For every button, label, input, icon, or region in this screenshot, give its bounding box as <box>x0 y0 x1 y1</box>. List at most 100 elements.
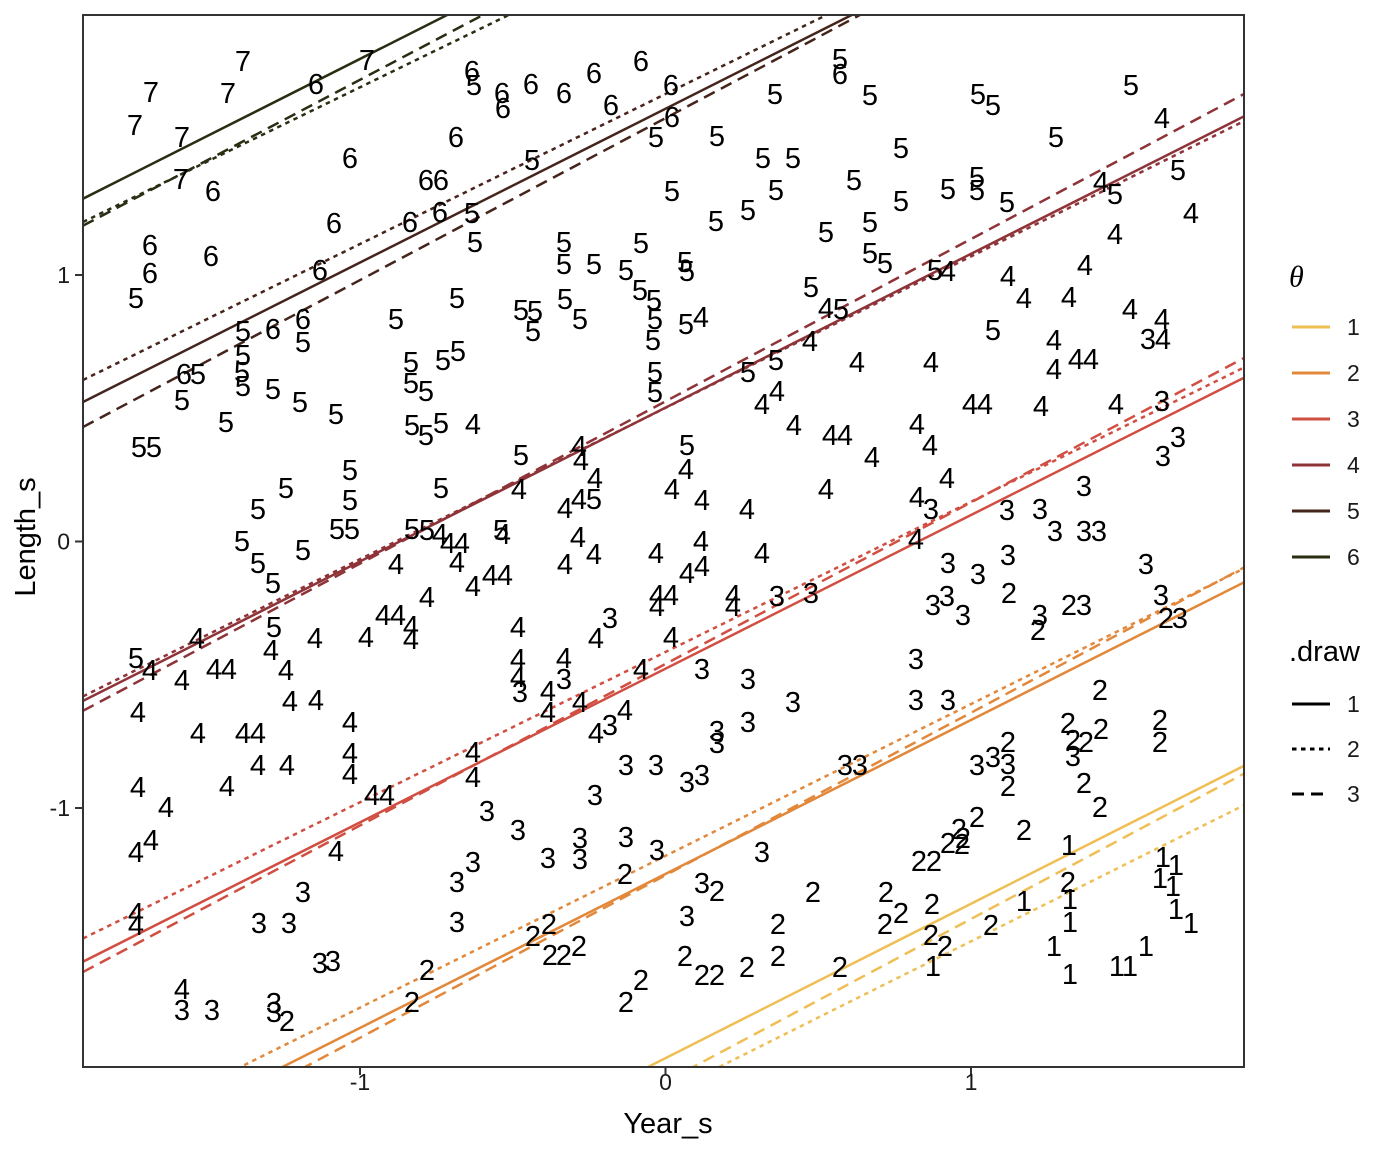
svg-text:2: 2 <box>633 965 649 997</box>
svg-text:1: 1 <box>1183 908 1199 940</box>
svg-text:.draw: .draw <box>1289 636 1361 668</box>
svg-text:5: 5 <box>235 371 251 403</box>
svg-text:5: 5 <box>969 162 985 194</box>
svg-text:4: 4 <box>158 792 174 824</box>
svg-text:4: 4 <box>818 293 834 325</box>
svg-text:5: 5 <box>893 133 909 165</box>
svg-text:5: 5 <box>708 206 724 238</box>
svg-text:4: 4 <box>342 738 358 770</box>
svg-text:5: 5 <box>418 376 434 408</box>
svg-text:3: 3 <box>694 760 710 792</box>
svg-text:5: 5 <box>877 248 893 280</box>
svg-text:3: 3 <box>679 901 695 933</box>
svg-text:5: 5 <box>344 514 360 546</box>
svg-text:4: 4 <box>235 718 251 750</box>
svg-text:2: 2 <box>419 955 435 987</box>
svg-text:4: 4 <box>454 528 470 560</box>
svg-text:4: 4 <box>282 686 298 718</box>
svg-text:4: 4 <box>725 580 741 612</box>
svg-text:4: 4 <box>190 718 206 750</box>
svg-text:4: 4 <box>1155 324 1171 356</box>
svg-text:2: 2 <box>878 877 894 909</box>
svg-text:3: 3 <box>970 559 986 591</box>
svg-text:2: 2 <box>1347 360 1360 386</box>
svg-text:5: 5 <box>985 315 1001 347</box>
svg-text:6: 6 <box>464 56 480 88</box>
svg-text:5: 5 <box>404 410 420 442</box>
svg-text:2: 2 <box>1060 708 1076 740</box>
svg-text:4: 4 <box>390 600 406 632</box>
svg-text:5: 5 <box>832 44 848 76</box>
svg-text:4: 4 <box>1108 389 1124 421</box>
svg-text:3: 3 <box>925 590 941 622</box>
svg-text:2: 2 <box>877 909 893 941</box>
svg-text:4: 4 <box>388 549 404 581</box>
svg-text:4: 4 <box>678 454 694 486</box>
svg-text:4: 4 <box>571 484 587 516</box>
svg-text:4: 4 <box>633 654 649 686</box>
svg-text:5: 5 <box>174 385 190 417</box>
svg-text:5: 5 <box>647 377 663 409</box>
svg-text:2: 2 <box>955 823 971 855</box>
svg-text:3: 3 <box>740 664 756 696</box>
svg-text:4: 4 <box>419 582 435 614</box>
svg-text:2: 2 <box>1000 727 1016 759</box>
svg-text:5: 5 <box>1107 179 1123 211</box>
svg-text:3: 3 <box>709 728 725 760</box>
svg-text:3: 3 <box>955 600 971 632</box>
svg-text:6: 6 <box>633 46 649 78</box>
svg-text:4: 4 <box>1061 282 1077 314</box>
svg-text:4: 4 <box>364 780 380 812</box>
svg-text:4: 4 <box>557 549 573 581</box>
svg-text:3: 3 <box>999 495 1015 527</box>
svg-text:4: 4 <box>663 622 679 654</box>
svg-text:3: 3 <box>512 677 528 709</box>
svg-text:5: 5 <box>970 79 986 111</box>
svg-text:3: 3 <box>572 844 588 876</box>
svg-text:4: 4 <box>572 687 588 719</box>
svg-text:0: 0 <box>659 1069 672 1095</box>
svg-text:4: 4 <box>664 474 680 506</box>
svg-text:2: 2 <box>893 898 909 930</box>
svg-text:7: 7 <box>127 110 143 142</box>
svg-text:2: 2 <box>1078 727 1094 759</box>
svg-text:6: 6 <box>203 241 219 273</box>
svg-text:6: 6 <box>326 208 342 240</box>
svg-text:3: 3 <box>602 710 618 742</box>
svg-text:3: 3 <box>1138 549 1154 581</box>
svg-text:4: 4 <box>923 347 939 379</box>
svg-text:1: 1 <box>1168 850 1184 882</box>
svg-text:2: 2 <box>1060 867 1076 899</box>
svg-text:3: 3 <box>785 687 801 719</box>
svg-text:4: 4 <box>908 524 924 556</box>
svg-text:5: 5 <box>418 420 434 452</box>
svg-text:4: 4 <box>1093 167 1109 199</box>
svg-text:1: 1 <box>1168 894 1184 926</box>
svg-text:5: 5 <box>833 294 849 326</box>
svg-text:4: 4 <box>540 676 556 708</box>
svg-text:4: 4 <box>219 771 235 803</box>
svg-text:4: 4 <box>1122 294 1138 326</box>
svg-text:2: 2 <box>1347 736 1360 762</box>
svg-text:-1: -1 <box>350 1069 370 1095</box>
svg-text:3: 3 <box>1076 590 1092 622</box>
svg-text:4: 4 <box>909 482 925 514</box>
svg-text:5: 5 <box>404 514 420 546</box>
svg-text:4: 4 <box>250 750 266 782</box>
svg-text:5: 5 <box>803 272 819 304</box>
svg-text:4: 4 <box>1183 198 1199 230</box>
svg-text:4: 4 <box>440 528 456 560</box>
svg-text:4: 4 <box>1033 391 1049 423</box>
svg-text:2: 2 <box>677 941 693 973</box>
svg-text:5: 5 <box>250 494 266 526</box>
svg-text:5: 5 <box>740 195 756 227</box>
svg-text:5: 5 <box>818 217 834 249</box>
svg-text:4: 4 <box>142 655 158 687</box>
svg-text:2: 2 <box>1001 578 1017 610</box>
svg-text:2: 2 <box>279 1006 295 1038</box>
svg-text:4: 4 <box>587 463 603 495</box>
svg-text:6: 6 <box>432 197 448 229</box>
svg-text:4: 4 <box>342 759 358 791</box>
svg-text:1: 1 <box>1016 886 1032 918</box>
svg-text:2: 2 <box>1152 705 1168 737</box>
